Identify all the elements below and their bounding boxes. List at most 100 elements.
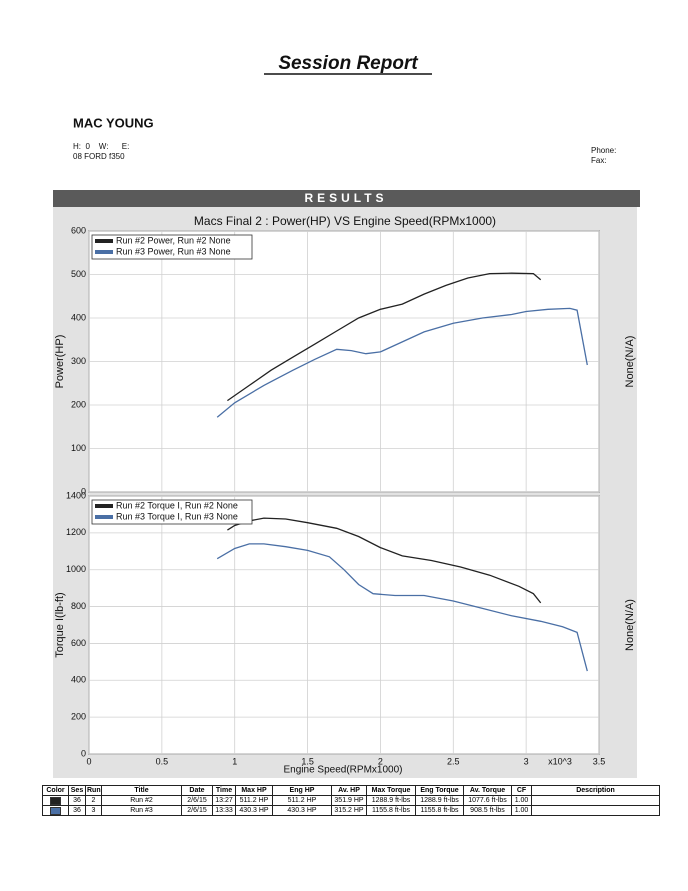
column-header: Date <box>181 785 213 796</box>
color-swatch <box>50 796 61 805</box>
table-cell: 36 <box>68 795 86 806</box>
table-header: Color Ses Run Title Date Time Max HP Eng HP Av. … <box>42 785 660 796</box>
description-cell <box>531 795 660 806</box>
table-cell: 1.00 <box>511 795 532 806</box>
y-axis-label: Power(HP) <box>54 335 66 389</box>
y-tick-label: 400 <box>71 312 86 322</box>
table-cell: 430.3 HP <box>272 805 332 816</box>
column-header: Run <box>85 785 102 796</box>
x-tick-label: 1.5 <box>301 756 314 766</box>
legend-swatch <box>95 239 113 243</box>
table-cell: 315.2 HP <box>331 805 367 816</box>
table-cell: 13:33 <box>212 805 236 816</box>
legend-label: Run #2 Torque I, Run #2 None <box>116 500 238 510</box>
table-body: 36 2 Run #2 2/6/15 13:27 511.2 HP 511.2 HP 351.… <box>42 795 660 816</box>
results-table: Color Ses Run Title Date Time Max HP Eng HP Av. … <box>42 785 660 816</box>
column-header: Av. Torque <box>463 785 512 796</box>
report-title: Session Report <box>278 53 418 74</box>
report: Session Report MAC YOUNG H: 0 W: E: 08 F… <box>53 53 640 778</box>
table-cell: 1.00 <box>511 805 532 816</box>
table-cell: 3 <box>85 805 102 816</box>
color-cell <box>42 805 69 816</box>
legend-box <box>91 234 253 260</box>
legend-box <box>91 499 253 525</box>
column-header: Eng HP <box>272 785 332 796</box>
table-cell: 351.9 HP <box>331 795 367 806</box>
column-header: Description <box>531 785 660 796</box>
x-tick-label: 1 <box>232 756 237 766</box>
y-tick-label: 0 <box>81 748 86 758</box>
customer: MAC YOUNG <box>73 115 154 130</box>
hwe: H: 0 W: E: <box>73 142 129 151</box>
column-header: Ses <box>68 785 86 796</box>
column-header: Av. HP <box>331 785 367 796</box>
x-tick-label: 0.5 <box>156 756 169 766</box>
y-tick-label: 200 <box>71 712 86 722</box>
results-bar <box>53 190 640 207</box>
y2-axis-label: None(N/A) <box>624 599 636 651</box>
color-cell <box>42 795 69 806</box>
series-line <box>227 272 542 402</box>
column-header: Time <box>212 785 236 796</box>
column-header: Max Torque <box>366 785 416 796</box>
table-cell: 13:27 <box>212 795 236 806</box>
x-tick-label: 2 <box>378 756 383 766</box>
table-cell: 430.3 HP <box>235 805 273 816</box>
y2-axis-label: None(N/A) <box>624 336 636 388</box>
table-cell: 1155.8 ft-lbs <box>366 805 416 816</box>
table-cell: 511.2 HP <box>235 795 273 806</box>
legend-swatch <box>95 515 113 519</box>
chart-title: Macs Final 2 : Power(HP) VS Engine Speed… <box>194 214 496 228</box>
y-tick-label: 600 <box>71 638 86 648</box>
y-axis-label: Torque I(lb-ft) <box>54 592 66 657</box>
column-header: Eng Torque <box>415 785 464 796</box>
results-label: RESULTS <box>304 191 387 205</box>
legend-swatch <box>95 504 113 508</box>
column-header: CF <box>511 785 532 796</box>
table-cell: Run #3 <box>101 805 182 816</box>
y-tick-label: 200 <box>71 399 86 409</box>
series-line <box>216 307 588 418</box>
column-header: Title <box>101 785 182 796</box>
x-tick-label: 0 <box>86 756 91 766</box>
fax: Fax: <box>591 156 607 165</box>
color-swatch <box>50 806 61 815</box>
column-header: Max HP <box>235 785 273 796</box>
y-tick-label: 800 <box>71 601 86 611</box>
plot-area <box>88 495 600 755</box>
y-tick-label: 400 <box>71 675 86 685</box>
series-line <box>216 543 588 672</box>
phone: Phone: <box>591 146 616 155</box>
x-tick-label: 3.5 <box>593 756 606 766</box>
y-tick-label: 600 <box>71 225 86 235</box>
table-cell: 1288.9 ft-lbs <box>415 795 464 806</box>
y-tick-label: 100 <box>71 443 86 453</box>
legend-label: Run #3 Power, Run #3 None <box>116 246 231 256</box>
table-row: 36 2 Run #2 2/6/15 13:27 511.2 HP 511.2 HP 351.… <box>42 795 660 806</box>
table-cell: 2/6/15 <box>181 805 213 816</box>
table-cell: 1288.9 ft-lbs <box>366 795 416 806</box>
table-cell: 1077.6 ft-lbs <box>463 795 512 806</box>
table-cell: Run #2 <box>101 795 182 806</box>
table-cell: 2/6/15 <box>181 795 213 806</box>
legend-label: Run #3 Torque I, Run #3 None <box>116 511 238 521</box>
table-cell: 511.2 HP <box>272 795 332 806</box>
series-line <box>227 517 542 604</box>
y-tick-label: 0 <box>81 486 86 496</box>
table-cell: 1155.8 ft-lbs <box>415 805 464 816</box>
y-tick-label: 1000 <box>66 564 86 574</box>
legend-swatch <box>95 250 113 254</box>
table-cell: 908.5 ft-lbs <box>463 805 512 816</box>
vehicle: 08 FORD f350 <box>73 152 125 161</box>
y-tick-label: 1400 <box>66 490 86 500</box>
y-tick-label: 300 <box>71 356 86 366</box>
x-tick-label: 2.5 <box>447 756 460 766</box>
y-tick-label: 1200 <box>66 527 86 537</box>
y-tick-label: 500 <box>71 269 86 279</box>
table-row: 36 3 Run #3 2/6/15 13:33 430.3 HP 430.3 HP 315.… <box>42 805 660 816</box>
table-cell: 36 <box>68 805 86 816</box>
x-tick-label: 3 <box>524 756 529 766</box>
column-header: Color <box>42 785 69 796</box>
x-axis-label: Engine Speed(RPMx1000) <box>284 765 403 776</box>
